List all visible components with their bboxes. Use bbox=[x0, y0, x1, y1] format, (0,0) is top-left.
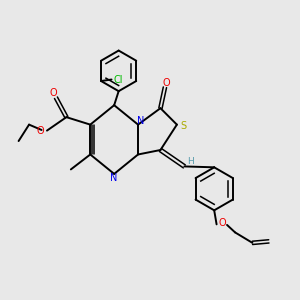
Text: S: S bbox=[180, 121, 187, 131]
Text: O: O bbox=[50, 88, 57, 98]
Text: O: O bbox=[37, 126, 44, 136]
Text: Cl: Cl bbox=[114, 74, 123, 85]
Text: O: O bbox=[219, 218, 226, 228]
Text: O: O bbox=[163, 77, 170, 88]
Text: N: N bbox=[110, 173, 117, 183]
Text: H: H bbox=[188, 157, 194, 166]
Text: N: N bbox=[137, 116, 144, 126]
